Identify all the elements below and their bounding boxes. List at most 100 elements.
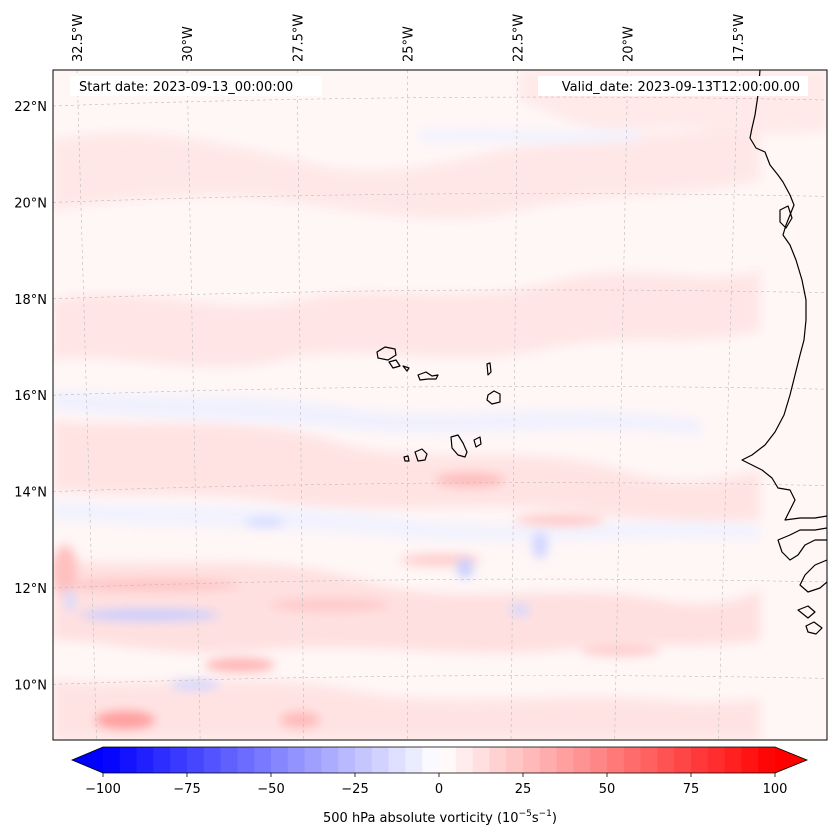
vorticity-negative-region	[420, 128, 640, 144]
colorbar-tick-label: 0	[435, 782, 443, 797]
colorbar-tick-label: −25	[341, 782, 368, 797]
colorbar-level	[472, 747, 490, 773]
vorticity-maximum	[515, 514, 605, 526]
vorticity-maximum	[280, 712, 320, 728]
longitude-labels: 32.5°W 30°W 27.5°W 25°W 22.5°W 20°W 17.5°W	[71, 14, 747, 62]
colorbar-level	[187, 747, 205, 773]
vorticity-positive-region	[53, 420, 760, 525]
cape-verde-islands	[376, 346, 501, 462]
island-brava	[403, 455, 410, 462]
meridian-line	[717, 70, 739, 740]
vorticity-positive-region	[53, 680, 760, 740]
colorbar-level	[741, 747, 759, 773]
vorticity-negative-region	[53, 390, 700, 435]
island-santa-luzia	[402, 365, 410, 372]
parallel-line	[53, 482, 827, 492]
latitude-tick-label: 12°N	[14, 582, 47, 597]
colorbar-level	[321, 747, 339, 773]
colorbar-tick-label: 50	[599, 782, 616, 797]
meridian-line	[76, 70, 97, 740]
colorbar-level	[338, 747, 356, 773]
colorbar-level	[724, 747, 742, 773]
colorbar-level	[657, 747, 675, 773]
colorbar-tick-label: 100	[763, 782, 788, 797]
vorticity-minimum	[457, 558, 473, 578]
colorbar-level	[691, 747, 709, 773]
island-maio	[473, 436, 482, 448]
vorticity-maximum	[53, 545, 77, 595]
colorbar-level	[640, 747, 658, 773]
colorbar-extend-max	[775, 747, 807, 773]
island-sal	[486, 362, 492, 376]
colorbar-level	[355, 747, 373, 773]
longitude-tick-label: 30°W	[181, 26, 196, 62]
start-date-label: Start date: 2023-09-13_00:00:00	[79, 80, 293, 95]
map-panel: Start date: 2023-09-13_00:00:00 Valid_da…	[14, 14, 828, 741]
colorbar-label: 500 hPa absolute vorticity (10−5s−1)	[323, 809, 557, 826]
colorbar-tick-label: −75	[173, 782, 200, 797]
island-santiago	[450, 434, 468, 458]
vorticity-minimum	[245, 517, 285, 527]
longitude-tick-label: 22.5°W	[512, 14, 527, 62]
island-santo-antao	[376, 346, 397, 361]
colorbar-level	[103, 747, 121, 773]
colorbar-tick-label: −50	[257, 782, 284, 797]
colorbar-level	[506, 747, 524, 773]
vorticity-positive-region	[53, 270, 760, 368]
start-date-box	[70, 76, 322, 96]
africa-coastline	[797, 605, 816, 619]
meridian-line	[296, 70, 305, 740]
colorbar-tick-label: 75	[683, 782, 700, 797]
vorticity-maximum	[95, 711, 155, 729]
vorticity-maximum	[270, 599, 390, 611]
parallel-line	[53, 578, 827, 589]
colorbar-tick-label: −100	[85, 782, 121, 797]
colorbar-level	[455, 747, 474, 773]
colorbar-level	[539, 747, 558, 773]
colorbar: −100 −75 −50 −25 0 25 50 75 100 500 hPa absolute…	[70, 746, 809, 826]
vorticity-minimum	[170, 680, 220, 690]
colorbar-extend-min	[72, 747, 103, 773]
map-frame	[52, 69, 828, 741]
colorbar-level	[623, 747, 642, 773]
colorbar-swatches	[72, 747, 807, 773]
vorticity-minimum	[510, 604, 530, 616]
africa-coastline	[779, 205, 793, 229]
vorticity-maximum	[580, 644, 660, 656]
colorbar-level	[405, 747, 423, 773]
longitude-tick-label: 32.5°W	[71, 14, 86, 62]
colorbar-level	[136, 747, 154, 773]
colorbar-level	[388, 747, 406, 773]
latitude-labels: 22°N 20°N 18°N 16°N 14°N 12°N 10°N	[14, 100, 47, 693]
island-sao-nicolau	[417, 371, 439, 381]
colorbar-level	[304, 747, 322, 773]
meridian-line	[186, 70, 201, 740]
africa-coastline	[805, 621, 823, 635]
colorbar-level	[607, 747, 625, 773]
vorticity-maximum	[205, 658, 275, 672]
colorbar-level	[674, 747, 692, 773]
latitude-tick-label: 20°N	[14, 196, 47, 211]
latitude-tick-label: 18°N	[14, 293, 47, 308]
colorbar-level	[371, 747, 390, 773]
colorbar-tick-label: 25	[515, 782, 532, 797]
africa-coastline	[777, 527, 827, 561]
colorbar-level	[254, 747, 272, 773]
longitude-tick-label: 25°W	[401, 26, 416, 62]
island-fogo	[414, 448, 428, 462]
colorbar-level	[758, 747, 776, 773]
latitude-tick-label: 14°N	[14, 486, 47, 501]
colorbar-level	[271, 747, 289, 773]
colorbar-level	[153, 747, 171, 773]
meridian-line	[614, 70, 628, 740]
island-sao-vicente	[388, 359, 401, 369]
longitude-tick-label: 20°W	[622, 26, 637, 62]
africa-coastline	[741, 70, 827, 521]
colorbar-level	[237, 747, 255, 773]
vorticity-minimum	[65, 588, 75, 612]
vorticity-minimum	[80, 609, 220, 621]
graticule	[53, 70, 827, 740]
vorticity-minimum	[532, 531, 548, 559]
valid-date-box	[538, 76, 808, 96]
